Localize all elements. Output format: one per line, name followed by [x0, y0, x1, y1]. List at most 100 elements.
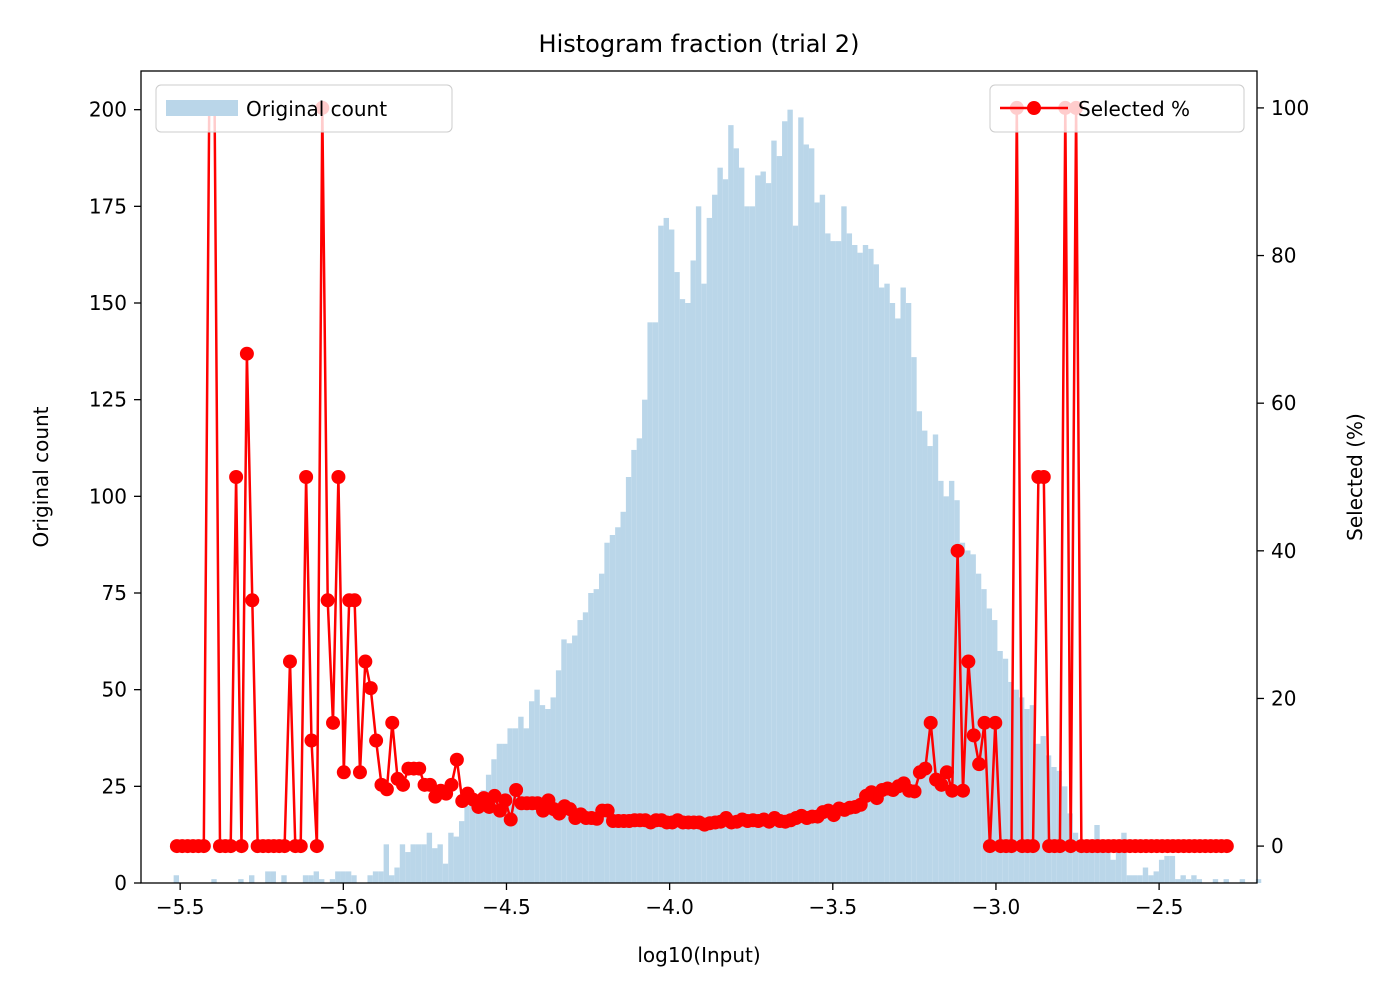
histogram-bar [475, 809, 481, 883]
histogram-bar [453, 836, 459, 883]
selected-point [234, 839, 249, 854]
histogram-bar [308, 875, 314, 883]
histogram-bar [1175, 879, 1181, 883]
histogram-bar [1029, 705, 1036, 883]
histogram-bar [1115, 844, 1122, 883]
histogram-bar [932, 434, 939, 883]
left-y-tick-label: 125 [89, 388, 127, 412]
histogram-bar [679, 299, 686, 884]
histogram-bar [615, 527, 621, 883]
histogram-bar [491, 759, 497, 883]
histogram-bar [421, 844, 427, 883]
histogram-bar [1105, 844, 1111, 883]
right-y-tick-label: 0 [1271, 834, 1284, 858]
histogram-bar [755, 175, 761, 883]
histogram-bar [351, 875, 357, 883]
selected-point [1025, 839, 1040, 854]
histogram-bar [765, 183, 772, 884]
selected-point [385, 715, 400, 730]
histogram-bar [1180, 875, 1186, 883]
selected-point [396, 777, 411, 792]
histogram-bar [1094, 825, 1100, 883]
histogram-bar [674, 272, 680, 884]
histogram-bar [1223, 879, 1229, 883]
histogram-bar [738, 167, 745, 883]
selected-point [482, 799, 497, 814]
histogram-bar [857, 252, 863, 883]
histogram-bar [539, 705, 546, 883]
selected-point [492, 803, 507, 818]
selected-point [503, 812, 518, 827]
left-y-tick-label: 75 [102, 581, 127, 605]
histogram-bar [1126, 875, 1133, 883]
right-y-tick-label: 100 [1271, 96, 1309, 120]
selected-point [422, 777, 437, 792]
histogram-bar [938, 480, 944, 883]
plot-frame [140, 70, 1258, 884]
histogram-bar [1110, 859, 1116, 883]
histogram-bar [383, 844, 389, 883]
x-tick-label: −3.5 [809, 895, 858, 919]
x-tick-label: −5.0 [319, 895, 368, 919]
histogram-bar [695, 206, 702, 884]
histogram-bar [1212, 879, 1219, 883]
histogram-bar [249, 875, 255, 883]
histogram-bar [561, 639, 567, 883]
histogram-bar [313, 871, 320, 883]
histogram-bar [658, 225, 664, 883]
histogram-bar [1142, 867, 1149, 883]
histogram-bar [986, 608, 993, 883]
selected-point [277, 839, 292, 854]
histogram-bar [464, 805, 470, 883]
histogram-bar [620, 511, 626, 883]
histogram-bar [345, 871, 352, 883]
histogram-bar [975, 573, 982, 883]
selected-point [326, 715, 341, 730]
selected-point [320, 593, 335, 608]
histogram-bar [609, 535, 616, 883]
selected-point [352, 765, 367, 780]
legend-bar-swatch [166, 100, 238, 116]
histogram-bar [410, 844, 416, 883]
histogram-bar [281, 875, 287, 883]
histogram-bar [647, 322, 653, 883]
histogram-bar [798, 117, 804, 883]
selected-point [934, 777, 949, 792]
histogram-bar [927, 446, 933, 883]
legend-marker-swatch [1027, 101, 1041, 115]
x-tick-label: −3.0 [972, 895, 1021, 919]
selected-point [498, 793, 513, 808]
histogram-bar [744, 206, 750, 884]
histogram-bar [911, 357, 917, 884]
histogram-bar [782, 121, 788, 884]
histogram-bar [426, 832, 433, 883]
histogram-bar [566, 643, 573, 883]
selected-point [1036, 470, 1051, 484]
left-y-tick-label: 150 [89, 291, 127, 315]
selected-point [950, 543, 965, 558]
histogram-bar [399, 844, 406, 883]
selected-point [412, 761, 427, 776]
histogram-bar [771, 140, 777, 884]
histogram-bar [1185, 879, 1192, 883]
histogram-bar [712, 194, 718, 883]
selected-point [293, 839, 308, 854]
right-y-tick-label: 20 [1271, 686, 1296, 710]
histogram-bar [458, 821, 465, 883]
selected-point [955, 783, 970, 798]
legend-left-frame [155, 84, 453, 133]
histogram-bar [792, 225, 799, 883]
histogram-bar [868, 248, 874, 883]
selected-point [907, 784, 922, 799]
selected-point [1004, 839, 1019, 854]
histogram-bar [588, 593, 594, 883]
histogram-bar [830, 241, 836, 884]
histogram-bar [1083, 844, 1089, 883]
legend-right-frame [989, 84, 1245, 133]
histogram-bar [760, 171, 766, 884]
histogram-bar [1191, 875, 1197, 883]
histogram-bar [1137, 875, 1143, 883]
histogram-bar [631, 449, 637, 883]
histogram-bar [1196, 879, 1203, 883]
histogram-bar [415, 844, 422, 883]
